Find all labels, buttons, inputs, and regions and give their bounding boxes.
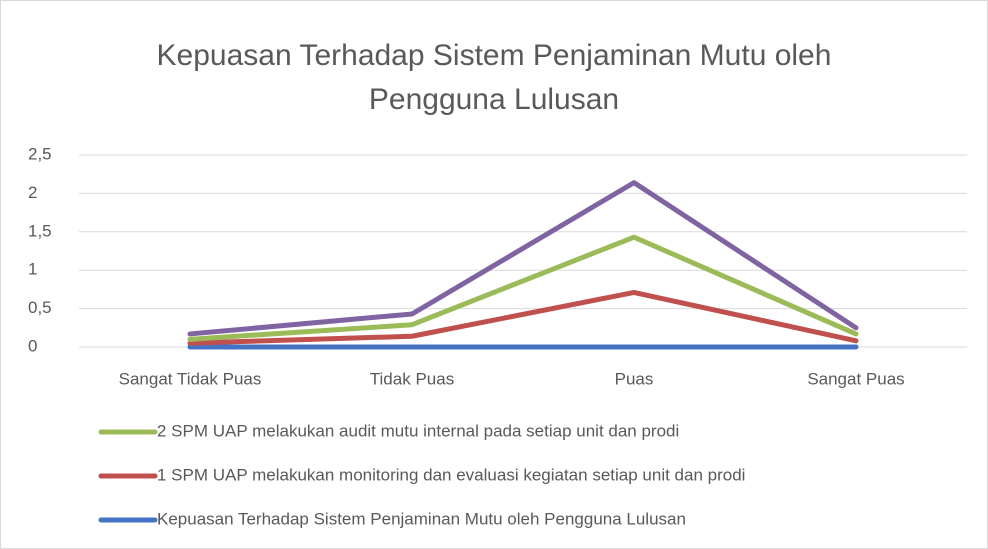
chart-title: Kepuasan Terhadap Sistem Penjaminan Mutu…	[157, 39, 832, 72]
y-tick-label: 2	[28, 183, 37, 202]
x-tick-label: Sangat Tidak Puas	[119, 369, 262, 388]
line-series	[187, 234, 859, 342]
line-series	[187, 289, 859, 346]
legend-label: Kepuasan Terhadap Sistem Penjaminan Mutu…	[157, 509, 686, 528]
chart-title: Pengguna Lulusan	[369, 83, 619, 116]
y-tick-label: 2,5	[28, 144, 52, 163]
y-tick-label: 0,5	[28, 298, 52, 317]
legend-label: 1 SPM UAP melakukan monitoring dan evalu…	[157, 465, 745, 484]
y-tick-label: 1,5	[28, 221, 52, 240]
x-tick-label: Puas	[615, 369, 654, 388]
y-tick-label: 0	[28, 336, 37, 355]
legend-label: 2 SPM UAP melakukan audit mutu internal …	[157, 421, 679, 440]
x-tick-label: Tidak Puas	[370, 369, 454, 388]
y-tick-label: 1	[28, 260, 37, 279]
line-series	[187, 180, 859, 337]
x-tick-label: Sangat Puas	[807, 369, 904, 388]
